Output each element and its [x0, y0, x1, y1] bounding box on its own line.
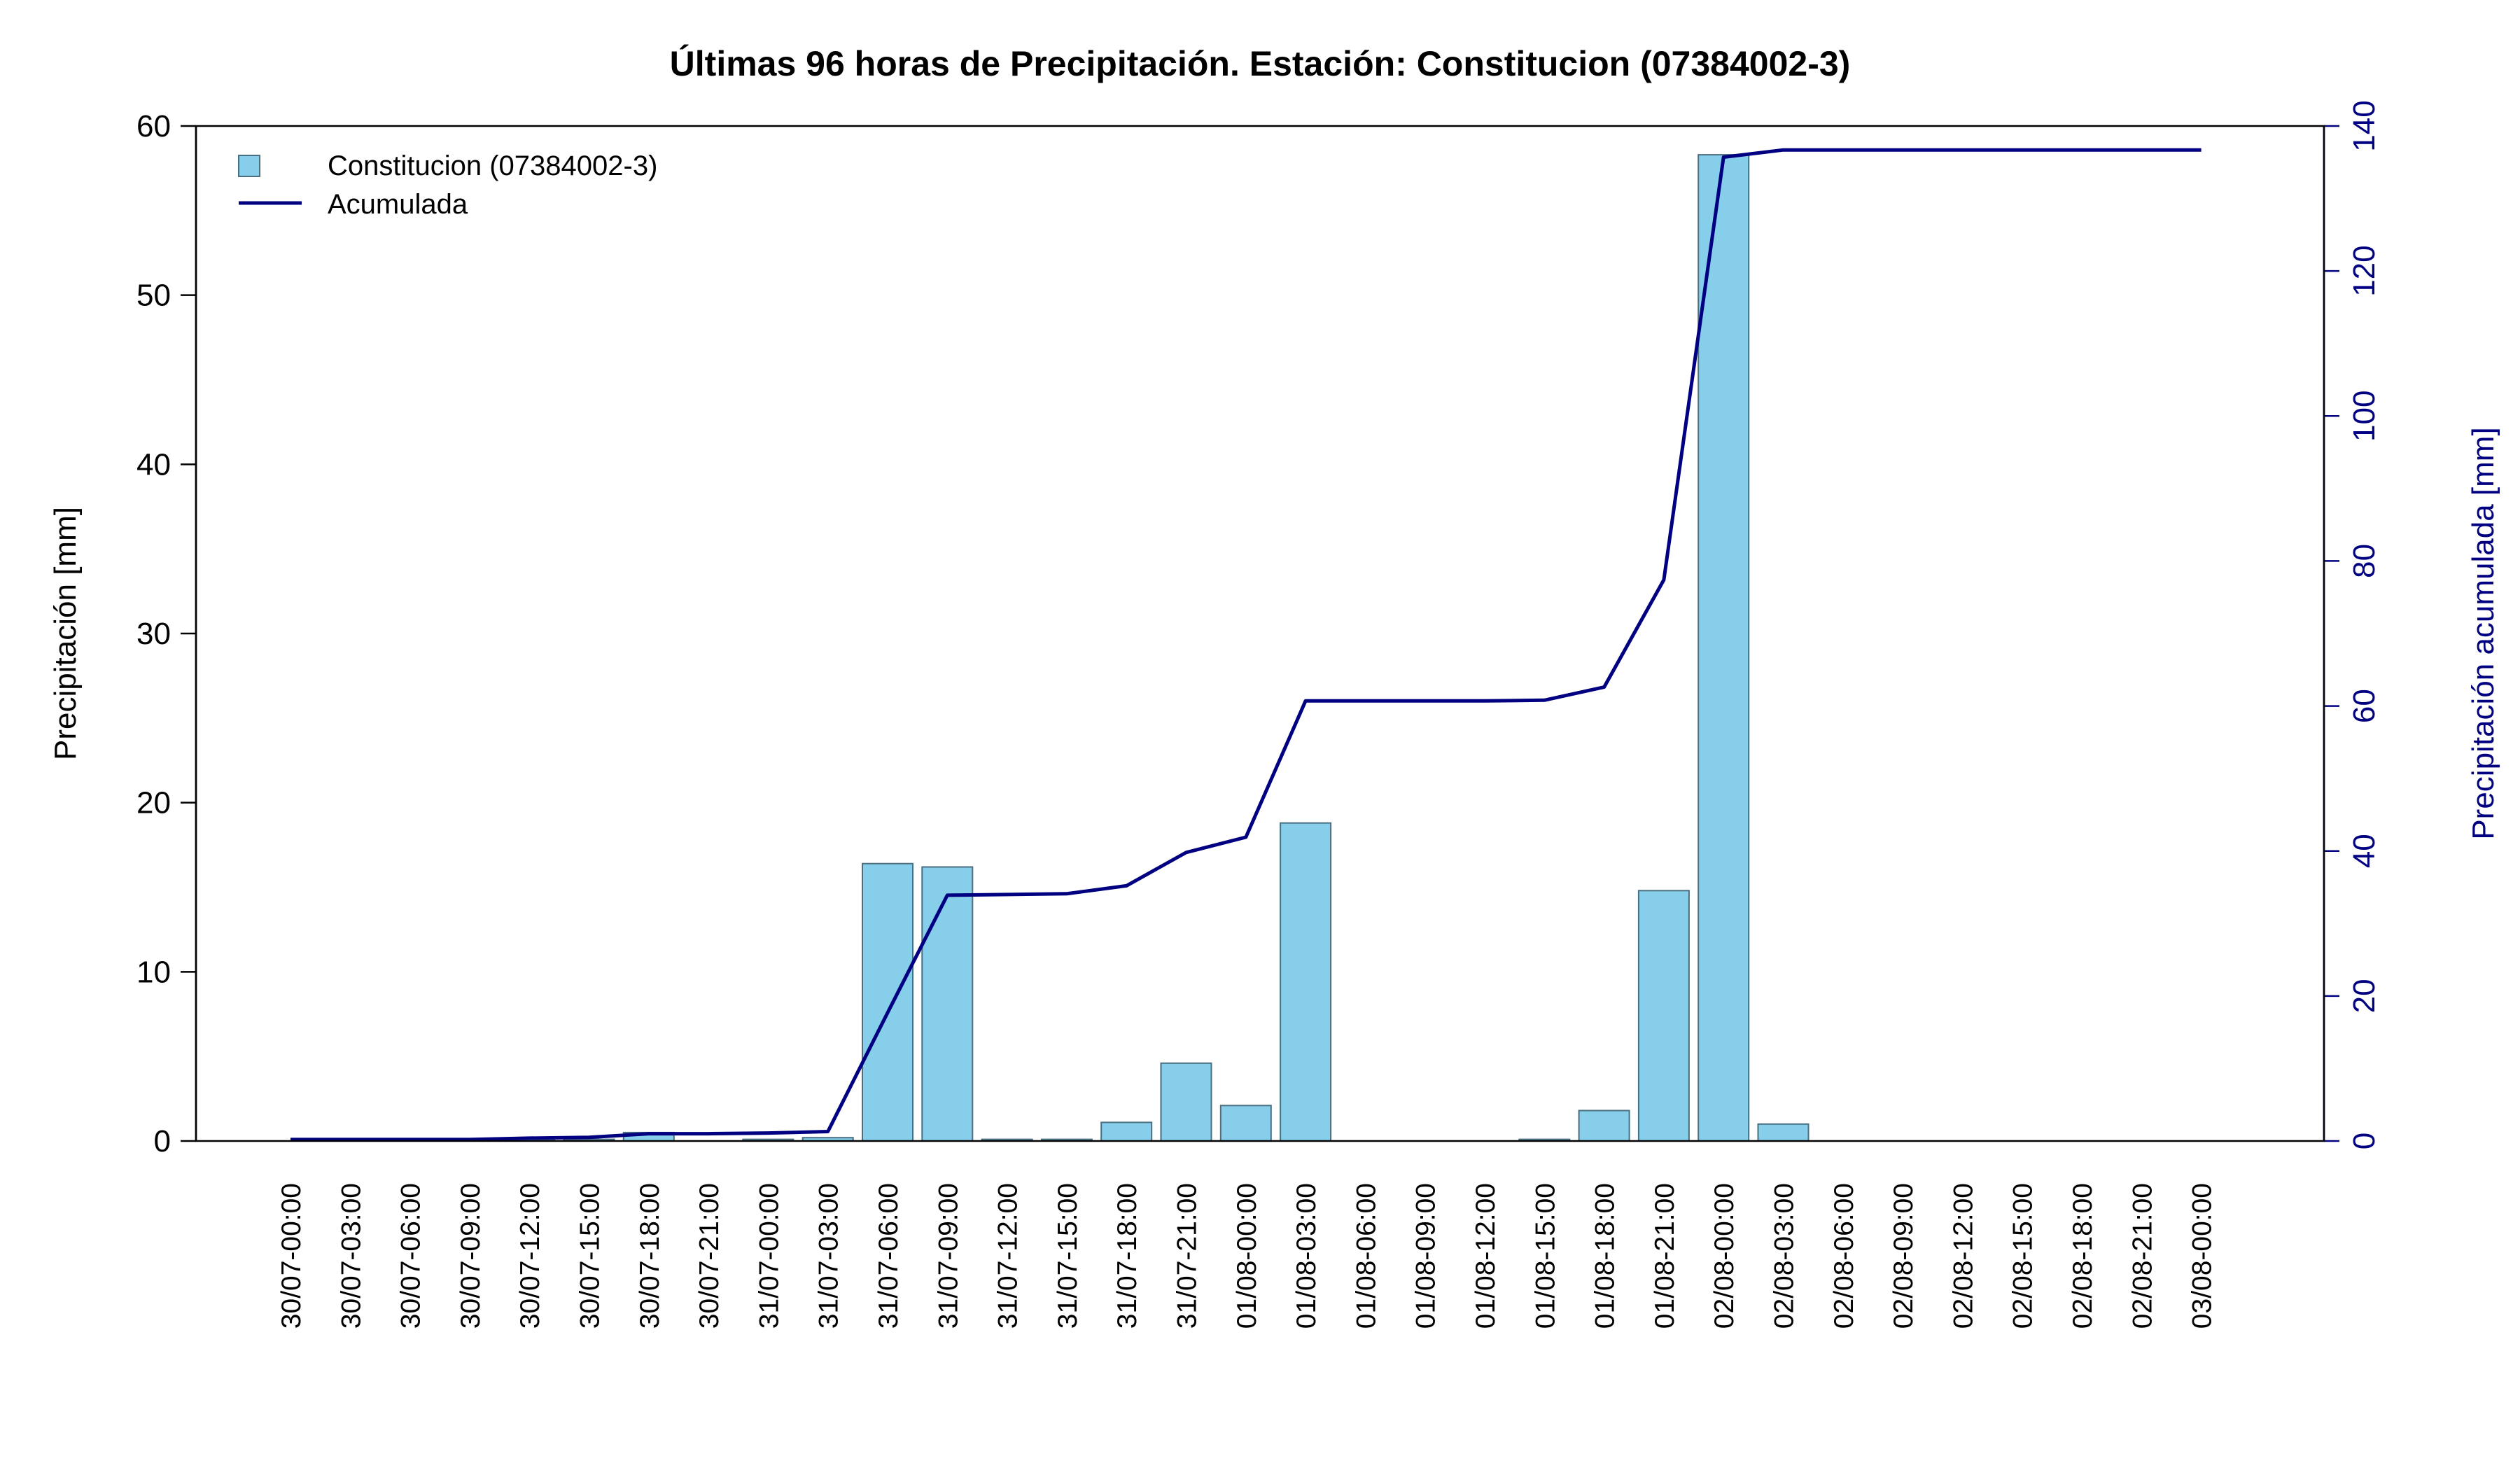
bar-02/08-03:00	[1757, 1123, 1809, 1142]
x-tick-label: 31/07-00:00	[754, 1183, 784, 1329]
left-tick-label: 20	[136, 786, 171, 820]
x-tick-label: 30/07-09:00	[456, 1183, 486, 1329]
x-tick-label: 02/08-06:00	[1829, 1183, 1859, 1329]
x-tick-label: 02/08-03:00	[1770, 1183, 1800, 1329]
x-tick-label: 31/07-09:00	[933, 1183, 963, 1329]
bar-01/08-03:00	[1280, 822, 1332, 1142]
right-tick-label: 100	[2347, 391, 2381, 442]
x-tick-label: 31/07-12:00	[993, 1183, 1023, 1329]
bar-01/08-21:00	[1637, 890, 1690, 1142]
bar-01/08-00:00	[1219, 1105, 1272, 1142]
plot-frame	[195, 125, 2325, 1142]
x-tick-label: 31/07-21:00	[1172, 1183, 1203, 1329]
left-tick-label: 40	[136, 447, 171, 482]
legend-bar-swatch	[238, 155, 260, 177]
x-tick-label: 01/08-18:00	[1590, 1183, 1620, 1329]
cumulative-line-group	[290, 148, 2202, 1142]
left-tick-label: 30	[136, 617, 171, 651]
y-axis-title: Precipitación [mm]	[48, 507, 83, 760]
x-tick-label: 30/07-18:00	[635, 1183, 665, 1329]
right-tick-label: 0	[2347, 1133, 2381, 1149]
x-tick-label: 30/07-21:00	[694, 1183, 724, 1329]
x-tick-label: 30/07-12:00	[515, 1183, 545, 1329]
left-tick-label: 60	[136, 109, 171, 144]
bar-31/07-18:00	[1100, 1121, 1153, 1142]
x-tick-label: 01/08-09:00	[1411, 1183, 1441, 1329]
x-tick-label: 01/08-06:00	[1351, 1183, 1381, 1329]
right-tick-label: 140	[2347, 100, 2381, 151]
right-tick-label: 120	[2347, 245, 2381, 296]
bar-31/07-06:00	[862, 862, 913, 1142]
x-tick-label: 02/08-09:00	[1889, 1183, 1919, 1329]
bar-01/08-18:00	[1578, 1110, 1630, 1142]
y2-axis-title: Precipitación acumulada [mm]	[2466, 427, 2500, 839]
x-tick-label: 01/08-21:00	[1650, 1183, 1680, 1329]
x-tick-label: 01/08-12:00	[1471, 1183, 1501, 1329]
x-tick-label: 02/08-15:00	[2008, 1183, 2038, 1329]
right-tick-label: 60	[2347, 689, 2381, 723]
x-tick-label: 02/08-21:00	[2127, 1183, 2157, 1329]
bar-31/07-21:00	[1160, 1062, 1212, 1142]
bar-31/07-09:00	[921, 866, 974, 1142]
x-axis-labels: 30/07-00:00 30/07-03:00 30/07-06:00 30/07-0…	[276, 1183, 2218, 1329]
x-tick-label: 02/08-12:00	[1948, 1183, 1978, 1329]
x-tick-label: 01/08-00:00	[1232, 1183, 1262, 1329]
x-tick-label: 30/07-15:00	[575, 1183, 606, 1329]
x-tick-label: 31/07-18:00	[1112, 1183, 1142, 1329]
x-tick-label: 31/07-06:00	[874, 1183, 904, 1329]
left-axis: 0 10 20 30 40 50 60	[136, 109, 197, 1158]
left-tick-label: 0	[154, 1124, 171, 1158]
legend: Constitucion (07384002-3) Acumulada	[238, 150, 657, 220]
x-tick-label: 30/07-06:00	[396, 1183, 426, 1329]
legend-bar-label: Constitucion (07384002-3)	[328, 150, 657, 181]
legend-line-label: Acumulada	[328, 189, 468, 220]
x-tick-label: 01/08-03:00	[1292, 1183, 1322, 1329]
x-tick-label: 31/07-03:00	[814, 1183, 844, 1329]
x-tick-label: 30/07-03:00	[336, 1183, 366, 1329]
cumulative-line	[290, 148, 2202, 1142]
left-tick-label: 10	[136, 955, 171, 989]
x-tick-label: 02/08-18:00	[2068, 1183, 2098, 1329]
chart-title: Últimas 96 horas de Precipitación. Estac…	[670, 44, 1851, 83]
bar-02/08-00:00	[1698, 154, 1750, 1142]
bars-group	[503, 154, 1809, 1142]
x-tick-label: 03/08-00:00	[2188, 1183, 2218, 1329]
right-tick-label: 80	[2347, 544, 2381, 578]
x-tick-label: 01/08-15:00	[1530, 1183, 1560, 1329]
right-axis: 0 20 40 60 80 100 120 140	[2323, 100, 2381, 1149]
left-tick-label: 50	[136, 279, 171, 313]
right-tick-label: 40	[2347, 834, 2381, 868]
x-tick-label: 31/07-15:00	[1053, 1183, 1083, 1329]
right-tick-label: 20	[2347, 979, 2381, 1013]
x-tick-label: 02/08-00:00	[1709, 1183, 1740, 1329]
x-tick-label: 30/07-00:00	[276, 1183, 307, 1329]
